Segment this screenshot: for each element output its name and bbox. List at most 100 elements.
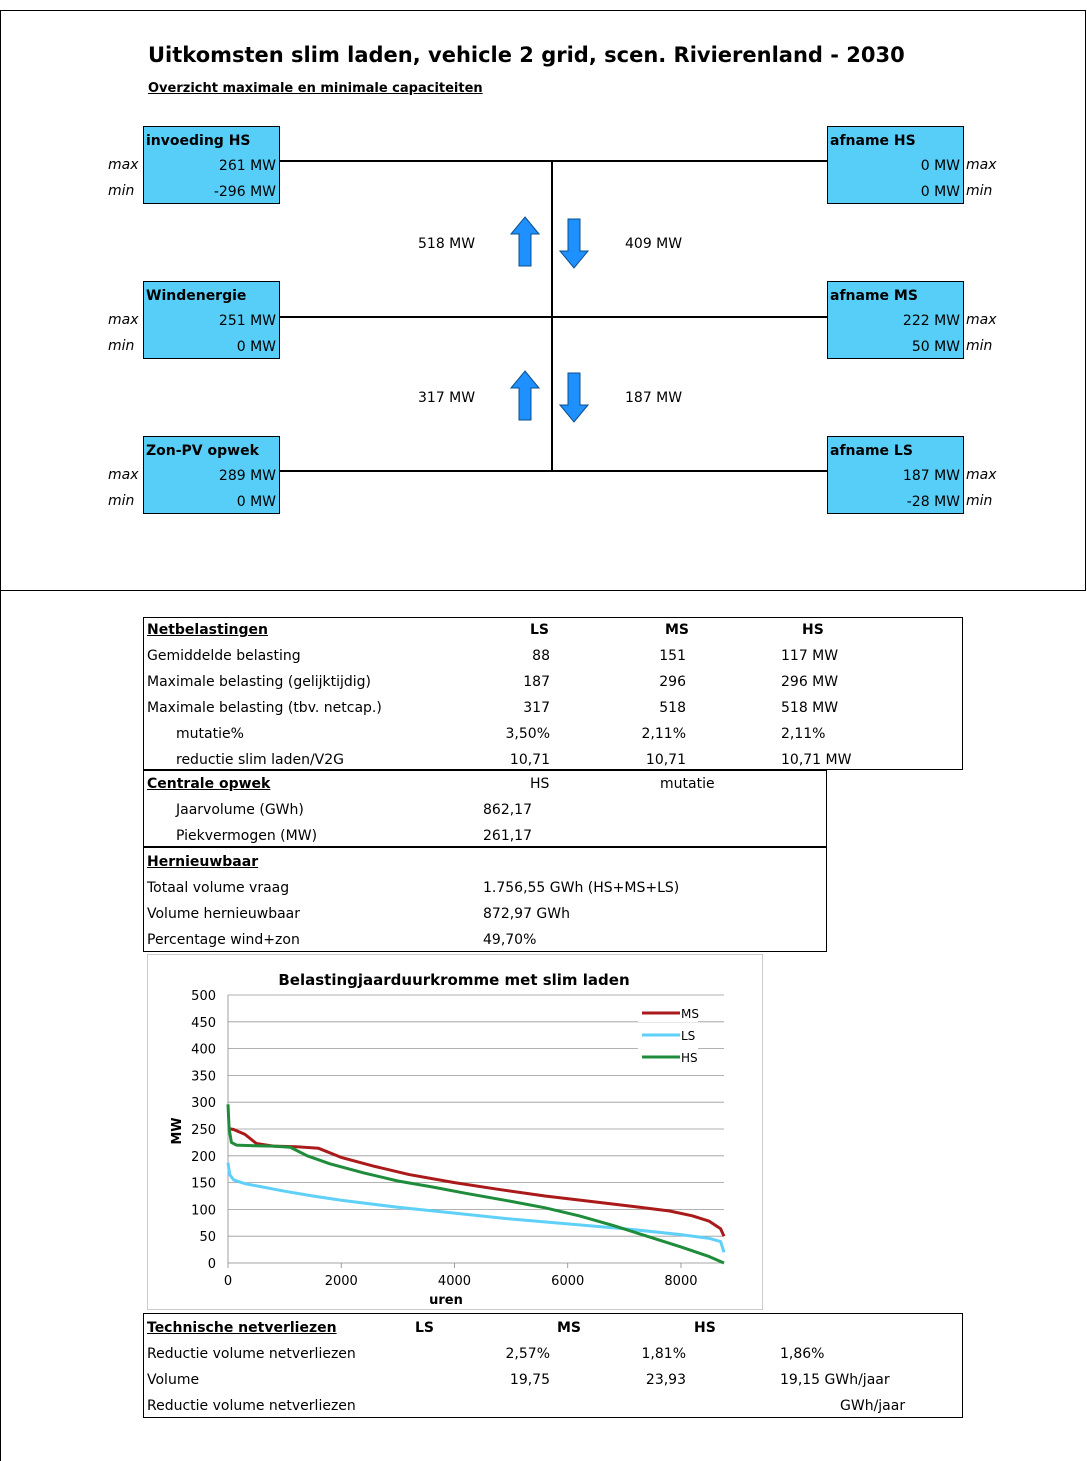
col-ls: LS — [530, 622, 550, 638]
cell-ms: 2,11% — [641, 726, 686, 742]
centrale-table — [143, 770, 827, 847]
vertical-connector — [551, 160, 553, 472]
box-name: afname HS — [830, 133, 916, 149]
box-afname-ls: afname LS 187 MW -28 MW — [827, 436, 964, 514]
min-label: min — [966, 493, 993, 509]
row-label: reductie slim laden/V2G — [176, 752, 345, 768]
row-label: Maximale belasting (gelijktijdig) — [147, 674, 371, 690]
ms-bus-line — [280, 316, 827, 318]
cell-ls: 187 — [523, 674, 550, 690]
max-label: max — [966, 467, 997, 483]
box-name: afname MS — [830, 288, 918, 304]
box-afname-ms: afname MS 222 MW 50 MW — [827, 281, 964, 359]
y-tick-label: 100 — [191, 1203, 216, 1218]
box-max: 187 MW — [902, 468, 960, 484]
x-tick-label: 6000 — [551, 1274, 584, 1289]
y-axis-label: MW — [170, 1117, 185, 1144]
chart-svg: Belastingjaarduurkromme met slim laden 0… — [170, 971, 726, 1308]
ls-bus-line — [280, 470, 827, 472]
legend-entry: HS — [681, 1051, 698, 1065]
box-max: 251 MW — [218, 313, 276, 329]
row-label: Maximale belasting (tbv. netcap.) — [147, 700, 382, 716]
y-tick-label: 250 — [191, 1123, 216, 1138]
row-value: 1.756,55 GWh (HS+MS+LS) — [483, 880, 680, 896]
row-label: Percentage wind+zon — [147, 932, 300, 948]
flow-down-hs-ms: 409 MW — [625, 236, 683, 252]
arrow-down-icon — [559, 218, 589, 269]
box-name: Zon-PV opwek — [146, 443, 259, 459]
centrale-header: Centrale opwek — [147, 776, 271, 792]
chart-series — [226, 1104, 726, 1265]
min-label: min — [108, 493, 135, 509]
y-tick-label: 450 — [191, 1016, 216, 1031]
box-min: 50 MW — [911, 339, 960, 355]
max-label: max — [108, 157, 139, 173]
min-label: min — [966, 338, 993, 354]
chart-title: Belastingjaarduurkromme met slim laden — [278, 971, 629, 989]
box-max: 0 MW — [920, 158, 960, 174]
box-afname-hs: afname HS 0 MW 0 MW — [827, 126, 964, 204]
cell-ls: 19,75 — [509, 1372, 550, 1388]
hs-bus-line — [280, 160, 827, 162]
row-label: Reductie volume netverliezen — [147, 1398, 356, 1414]
box-zonpv: Zon-PV opwek 289 MW 0 MW — [143, 436, 280, 514]
y-tick-label: 400 — [191, 1043, 216, 1058]
series-line-hs — [226, 1104, 725, 1265]
y-tick-label: 300 — [191, 1096, 216, 1111]
chart-legend: MS LS HS — [638, 1004, 699, 1066]
box-name: invoeding HS — [146, 133, 251, 149]
cell-ms: 296 — [659, 674, 686, 690]
y-tick-label: 500 — [191, 989, 216, 1004]
min-label: min — [966, 183, 993, 199]
max-label: max — [108, 312, 139, 328]
row-label: Reductie volume netverliezen — [147, 1346, 356, 1362]
row-value: 49,70% — [483, 932, 537, 948]
x-tick-label: 0 — [224, 1274, 232, 1289]
flow-up-ms-ls: 317 MW — [418, 390, 476, 406]
box-min: 0 MW — [236, 339, 276, 355]
box-max: 261 MW — [218, 158, 276, 174]
row-label: Volume — [147, 1372, 200, 1388]
box-max: 289 MW — [218, 468, 276, 484]
series-line-ms — [227, 1126, 726, 1237]
box-max: 222 MW — [902, 313, 960, 329]
box-windenergie: Windenergie 251 MW 0 MW — [143, 281, 280, 359]
box-min: 0 MW — [920, 184, 960, 200]
netbelasting-header: Netbelastingen — [147, 622, 268, 638]
page-title: Uitkomsten slim laden, vehicle 2 grid, s… — [148, 43, 905, 67]
cell-ms: 1,81% — [641, 1346, 686, 1362]
col-ms: MS — [557, 1320, 582, 1336]
box-min: -296 MW — [213, 184, 276, 200]
box-min: -28 MW — [906, 494, 960, 510]
box-name: Windenergie — [146, 288, 247, 304]
hernieuwbaar-header: Hernieuwbaar — [147, 854, 259, 870]
arrow-up-icon — [510, 370, 540, 421]
cell-ms: 151 — [659, 648, 686, 664]
max-label: max — [108, 467, 139, 483]
row-label: Totaal volume vraag — [147, 880, 290, 896]
box-min: 0 MW — [236, 494, 276, 510]
cell-hs: 10,71 MW — [781, 752, 852, 768]
col-ls: LS — [415, 1320, 435, 1336]
centrale-col-hs: HS — [530, 776, 550, 792]
cell-ms: 10,71 — [645, 752, 686, 768]
col-hs: HS — [694, 1320, 716, 1336]
load-duration-chart: Belastingjaarduurkromme met slim laden 0… — [147, 954, 763, 1310]
arrow-up-icon — [510, 216, 540, 267]
netbelasting-table — [143, 617, 963, 770]
cell-hs: 19,15 GWh/jaar — [780, 1372, 890, 1388]
col-ms: MS — [665, 622, 690, 638]
centrale-col-mutatie: mutatie — [660, 776, 715, 792]
min-label: min — [108, 338, 135, 354]
box-invoeding-hs: invoeding HS 261 MW -296 MW — [143, 126, 280, 204]
cell-ls: 317 — [523, 700, 550, 716]
series-line-ls — [226, 1162, 726, 1253]
min-label: min — [108, 183, 135, 199]
flow-up-hs-ms: 518 MW — [418, 236, 476, 252]
row-label: mutatie% — [176, 726, 244, 742]
x-tick-label: 8000 — [664, 1274, 697, 1289]
y-tick-label: 350 — [191, 1069, 216, 1084]
cell-hs: 2,11% — [781, 726, 826, 742]
row-label: Piekvermogen (MW) — [176, 828, 318, 844]
y-tick-label: 200 — [191, 1150, 216, 1165]
